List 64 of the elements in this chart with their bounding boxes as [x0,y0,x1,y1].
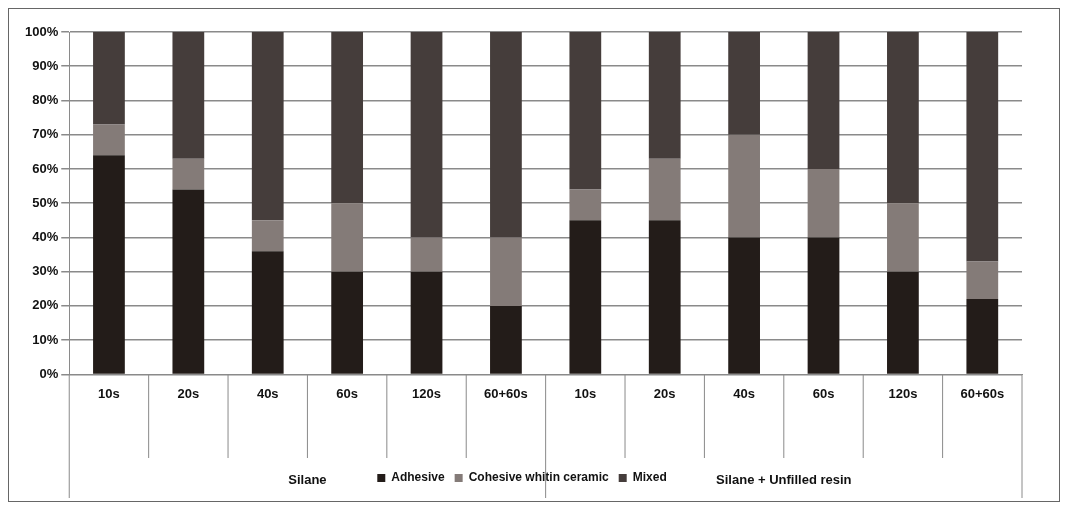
bar [172,32,205,159]
bar [331,32,364,204]
x-tick-label: 40s [733,385,755,401]
x-tick-label: 60+60s [484,385,528,401]
bar [966,261,999,300]
y-tick-label: 0% [39,365,59,381]
legend-label: Adhesive [391,470,445,485]
bar [966,32,999,262]
x-tick-label: 60s [336,385,358,401]
y-tick-label: 100% [25,23,59,39]
y-tick-label: 60% [32,160,59,176]
bar [648,158,681,221]
bar [648,220,681,374]
bar [410,32,443,238]
y-tick-label: 40% [32,229,59,245]
text: Silane + Unfilled resin [716,471,852,487]
bar [966,299,999,374]
y-tick-label: 50% [32,194,59,210]
bar [648,32,681,159]
legend-label: Cohesive whitin ceramic [468,470,610,485]
bar [728,32,760,135]
bar [93,155,125,374]
y-tick-label: 80% [32,92,59,108]
y-tick-label: 30% [32,263,59,279]
bar [172,158,205,190]
y-tick-label: 70% [32,126,59,142]
y-tick-label: 90% [32,57,59,73]
x-tick-label: 10s [574,385,597,401]
bar [251,251,284,374]
bar [490,32,522,238]
bar [887,271,919,374]
x-tick-label: 60s [812,385,835,401]
bar [93,124,125,156]
bar [569,189,602,221]
y-tick-label: 20% [32,297,59,313]
bar [490,237,522,306]
bar [410,271,443,374]
legend-label: Mixed [632,470,667,485]
x-tick-label: 20s [177,385,200,401]
bar [807,237,840,374]
x-tick-label: 10s [98,385,120,401]
x-tick-label: 20s [653,385,676,401]
x-tick-label: 40s [256,385,279,401]
bar [93,32,125,125]
bar [887,32,919,204]
bar [569,220,602,374]
bar [331,203,364,272]
bar [331,271,364,374]
y-tick-label: 10% [32,331,59,347]
bar [490,305,522,374]
x-tick-label: 120s [412,385,441,401]
bar [251,32,284,221]
bar [728,134,760,238]
bar [887,203,919,272]
bar [569,32,602,190]
bar [807,168,840,238]
x-tick-label: 120s [888,385,918,401]
bar [410,237,443,272]
bar [728,237,760,374]
x-tick-label: 60+60s [960,385,1005,401]
bar [251,220,284,252]
bar [172,189,205,374]
text: Silane [288,471,327,487]
bar [807,32,840,169]
